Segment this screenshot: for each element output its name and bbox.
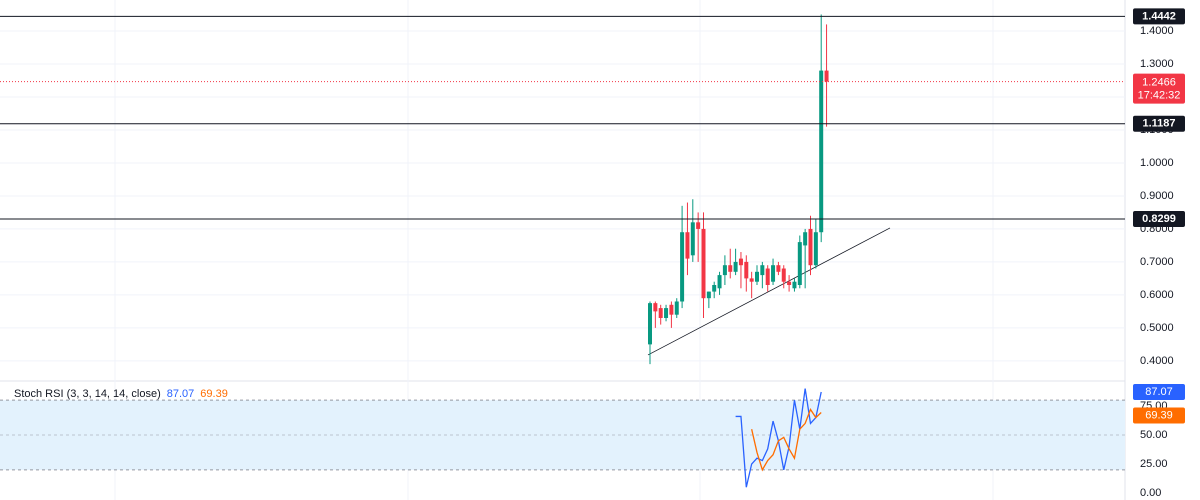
candle-body — [712, 285, 717, 292]
y-tick-label: 0.5000 — [1140, 322, 1174, 334]
candle-body — [738, 258, 743, 266]
candle-body — [744, 261, 749, 279]
last-value-label: 87.07 — [1145, 386, 1173, 398]
candle-body — [771, 265, 776, 282]
candle-body — [819, 70, 824, 233]
candle-body — [728, 265, 733, 272]
level-label-box — [1133, 115, 1185, 132]
candle-body — [653, 303, 658, 312]
legend-value: 87.07 — [167, 388, 195, 400]
candle-body — [765, 268, 770, 285]
candle-body — [749, 278, 754, 282]
indicator-title-text: Stoch RSI (3, 3, 14, 14, close) — [14, 388, 161, 400]
level-label: 0.8299 — [1142, 213, 1176, 225]
candle-body — [733, 261, 738, 272]
candle-body — [722, 265, 727, 276]
level-label: 1.4442 — [1142, 10, 1176, 22]
y-tick-label: 1.0000 — [1140, 157, 1174, 169]
y-tick-label: 0.9000 — [1140, 190, 1174, 202]
y-tick-label: 50.00 — [1140, 429, 1168, 441]
candle-body — [648, 303, 652, 345]
candle-body — [664, 308, 669, 318]
candle-body — [755, 271, 759, 282]
candle-body — [808, 228, 813, 266]
level-label-box — [1133, 8, 1185, 25]
candle-body — [685, 232, 690, 259]
candle-body — [813, 232, 818, 266]
last-value-box — [1133, 383, 1185, 400]
candle-body — [658, 308, 663, 318]
level-label-box — [1133, 211, 1185, 228]
candle-body — [701, 228, 706, 299]
candle-body — [669, 304, 674, 315]
trendline — [647, 227, 891, 356]
y-tick-label: 0.7000 — [1140, 256, 1174, 268]
level-label: 1.1187 — [1142, 118, 1175, 130]
candle-body — [776, 265, 781, 272]
y-tick-label: 0.6000 — [1140, 289, 1174, 301]
candle-body — [690, 222, 695, 256]
candle-body — [787, 281, 792, 285]
candle-body — [797, 242, 802, 285]
candle-body — [781, 268, 786, 282]
y-tick-label: 25.00 — [1140, 458, 1168, 470]
y-tick-label: 1.3000 — [1140, 58, 1174, 70]
y-tick-label: 0.00 — [1140, 487, 1161, 499]
y-tick-label: 0.4000 — [1140, 355, 1174, 367]
candle-body — [760, 265, 765, 276]
candle-body — [696, 222, 701, 229]
candle-body — [792, 281, 797, 289]
candle-body — [824, 70, 829, 82]
price-label-box — [1133, 73, 1185, 104]
indicator-title: Stoch RSI (3, 3, 14, 14, close) 87.07 69.3… — [14, 388, 228, 400]
y-tick-label: 1.4000 — [1140, 25, 1174, 37]
last-value-label: 69.39 — [1145, 409, 1173, 421]
candle-body — [717, 275, 722, 289]
price-label: 1.2466 — [1142, 77, 1176, 89]
candle-body — [680, 232, 685, 302]
candle-body — [803, 232, 808, 246]
countdown: 17:42:32 — [1138, 90, 1181, 102]
candle-body — [674, 301, 679, 315]
candle-body — [706, 291, 711, 299]
legend-value: 69.39 — [200, 388, 228, 400]
stoch-line — [751, 408, 822, 472]
last-value-box — [1133, 407, 1185, 424]
